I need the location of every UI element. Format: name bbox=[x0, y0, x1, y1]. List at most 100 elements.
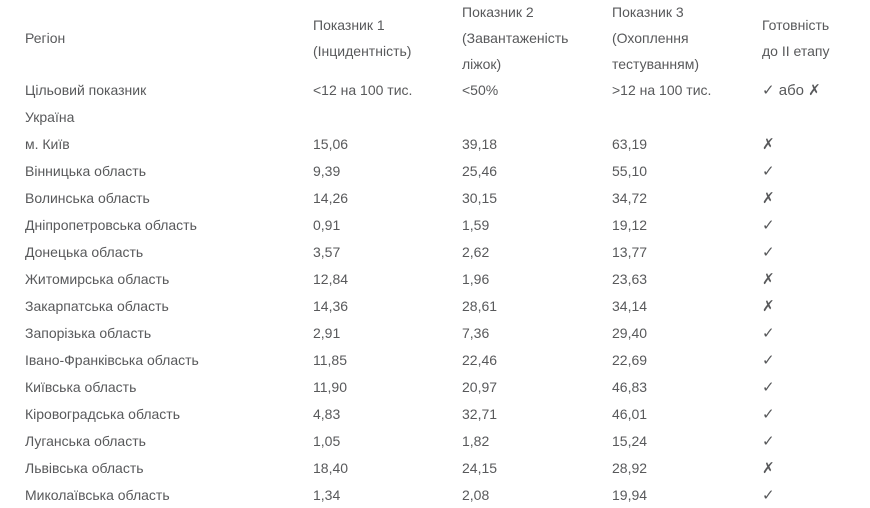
table-row: Кіровоградська область 4,83 32,71 46,01 … bbox=[0, 400, 870, 427]
indicator3-cell: 29,40 bbox=[612, 324, 648, 341]
indicator1-cell: 11,85 bbox=[313, 351, 347, 368]
indicator1-cell: 15,06 bbox=[313, 135, 349, 152]
table-row: Дніпропетровська область 0,91 1,59 19,12… bbox=[0, 211, 870, 238]
table-row: Луганська область 1,05 1,82 15,24 ✓ bbox=[0, 427, 870, 454]
region-cell: Львівська область bbox=[25, 459, 144, 476]
indicator3-cell: 55,10 bbox=[612, 162, 648, 179]
column-header-indicator1: Показник 1 (Інцидентність) bbox=[313, 12, 462, 64]
indicator3-cell: 34,14 bbox=[612, 297, 648, 314]
indicator2-cell: 32,71 bbox=[462, 405, 498, 422]
column-header-title: Показник 1 bbox=[313, 17, 385, 33]
table-header-row: Регіон Показник 1 (Інцидентність) Показн… bbox=[0, 0, 870, 76]
region-cell: Миколаївська область bbox=[25, 486, 170, 503]
column-header-title: Показник 3 bbox=[612, 4, 684, 20]
indicator3-cell: 28,92 bbox=[612, 459, 648, 476]
indicator3-cell: 15,24 bbox=[612, 432, 648, 449]
indicator1-cell: 14,26 bbox=[313, 189, 349, 206]
status-cell: ✗ bbox=[762, 189, 775, 207]
indicator1-cell: 11,90 bbox=[313, 378, 347, 395]
region-cell: Донецька область bbox=[25, 243, 144, 260]
indicator1-cell: 2,91 bbox=[313, 324, 341, 341]
indicator1-cell: 12,84 bbox=[313, 270, 349, 287]
table-row: м. Київ 15,06 39,18 63,19 ✗ bbox=[0, 130, 870, 157]
status-cell: ✗ bbox=[762, 135, 775, 153]
column-header-readiness: Готовність до II етапу bbox=[762, 12, 870, 64]
status-cell: ✓ bbox=[762, 351, 775, 369]
status-cell: ✓ bbox=[762, 405, 775, 423]
indicator2-cell: 22,46 bbox=[462, 351, 498, 368]
column-header-title: Готовність до II етапу bbox=[762, 17, 830, 59]
target-indicator3: >12 на 100 тис. bbox=[612, 81, 712, 98]
region-cell: Івано-Франківська область bbox=[25, 351, 199, 368]
indicator2-cell: 28,61 bbox=[462, 297, 498, 314]
status-cell: ✓ bbox=[762, 216, 775, 234]
indicator3-cell: 23,63 bbox=[612, 270, 648, 287]
indicator2-cell: 2,62 bbox=[462, 243, 490, 260]
indicator3-cell: 34,72 bbox=[612, 189, 648, 206]
indicator2-cell: 20,97 bbox=[462, 378, 498, 395]
indicator2-cell: 2,08 bbox=[462, 486, 490, 503]
indicator1-cell: 14,36 bbox=[313, 297, 349, 314]
status-cell: ✓ bbox=[762, 243, 775, 261]
region-cell: Житомирська область bbox=[25, 270, 170, 287]
region-cell: Кіровоградська область bbox=[25, 405, 180, 422]
table-row: Київська область 11,90 20,97 46,83 ✓ bbox=[0, 373, 870, 400]
status-cell: ✓ bbox=[762, 162, 775, 180]
column-header-subtitle: (Інцидентність) bbox=[313, 43, 412, 59]
region-cell: Україна bbox=[25, 108, 75, 125]
indicator1-cell: 3,57 bbox=[313, 243, 341, 260]
column-header-indicator2: Показник 2 (Завантаженість ліжок) bbox=[462, 0, 612, 77]
target-indicator1: <12 на 100 тис. bbox=[313, 81, 413, 98]
indicator3-cell: 22,69 bbox=[612, 351, 648, 368]
indicator1-cell: 1,34 bbox=[313, 486, 341, 503]
indicator3-cell: 19,12 bbox=[612, 216, 648, 233]
column-header-subtitle: (Завантаженість ліжок) bbox=[462, 30, 569, 72]
region-cell: Київська область bbox=[25, 378, 137, 395]
indicator2-cell: 1,96 bbox=[462, 270, 490, 287]
column-header-title: Регіон bbox=[25, 30, 66, 46]
region-cell: Волинська область bbox=[25, 189, 150, 206]
column-header-indicator3: Показник 3 (Охоплення тестуванням) bbox=[612, 0, 762, 77]
indicator3-cell: 19,94 bbox=[612, 486, 648, 503]
table-row: Житомирська область 12,84 1,96 23,63 ✗ bbox=[0, 265, 870, 292]
status-cell: ✓ bbox=[762, 486, 775, 504]
table-row: Вінницька область 9,39 25,46 55,10 ✓ bbox=[0, 157, 870, 184]
indicator1-cell: 18,40 bbox=[313, 459, 349, 476]
table-row: Миколаївська область 1,34 2,08 19,94 ✓ bbox=[0, 481, 870, 508]
table-row: Івано-Франківська область 11,85 22,46 22… bbox=[0, 346, 870, 373]
indicator1-cell: 4,83 bbox=[313, 405, 341, 422]
indicator1-cell: 1,05 bbox=[313, 432, 341, 449]
target-row: Цільовий показник <12 на 100 тис. <50% >… bbox=[0, 76, 870, 103]
table-row-ukraine: Україна bbox=[0, 103, 870, 130]
status-cell: ✓ bbox=[762, 432, 775, 450]
table-row: Закарпатська область 14,36 28,61 34,14 ✗ bbox=[0, 292, 870, 319]
indicator3-cell: 46,83 bbox=[612, 378, 648, 395]
indicator1-cell: 0,91 bbox=[313, 216, 341, 233]
table-row: Волинська область 14,26 30,15 34,72 ✗ bbox=[0, 184, 870, 211]
table-row: Запорізька область 2,91 7,36 29,40 ✓ bbox=[0, 319, 870, 346]
table-row: Львівська область 18,40 24,15 28,92 ✗ bbox=[0, 454, 870, 481]
column-header-subtitle: (Охоплення тестуванням) bbox=[612, 30, 700, 72]
region-cell: м. Київ bbox=[25, 135, 70, 152]
column-header-region: Регіон bbox=[0, 25, 313, 51]
target-status-legend: ✓ або ✗ bbox=[762, 81, 821, 99]
region-cell: Луганська область bbox=[25, 432, 146, 449]
status-cell: ✓ bbox=[762, 378, 775, 396]
target-row-label: Цільовий показник bbox=[25, 81, 147, 98]
status-cell: ✓ bbox=[762, 324, 775, 342]
indicator2-cell: 24,15 bbox=[462, 459, 498, 476]
indicator2-cell: 1,59 bbox=[462, 216, 490, 233]
status-cell: ✗ bbox=[762, 270, 775, 288]
status-cell: ✗ bbox=[762, 297, 775, 315]
indicator3-cell: 13,77 bbox=[612, 243, 648, 260]
region-cell: Дніпропетровська область bbox=[25, 216, 197, 233]
region-cell: Вінницька область bbox=[25, 162, 146, 179]
status-cell: ✗ bbox=[762, 459, 775, 477]
indicator2-cell: 39,18 bbox=[462, 135, 498, 152]
indicator2-cell: 7,36 bbox=[462, 324, 490, 341]
target-indicator2: <50% bbox=[462, 81, 499, 98]
column-header-title: Показник 2 bbox=[462, 4, 534, 20]
indicator3-cell: 46,01 bbox=[612, 405, 648, 422]
indicator3-cell: 63,19 bbox=[612, 135, 648, 152]
